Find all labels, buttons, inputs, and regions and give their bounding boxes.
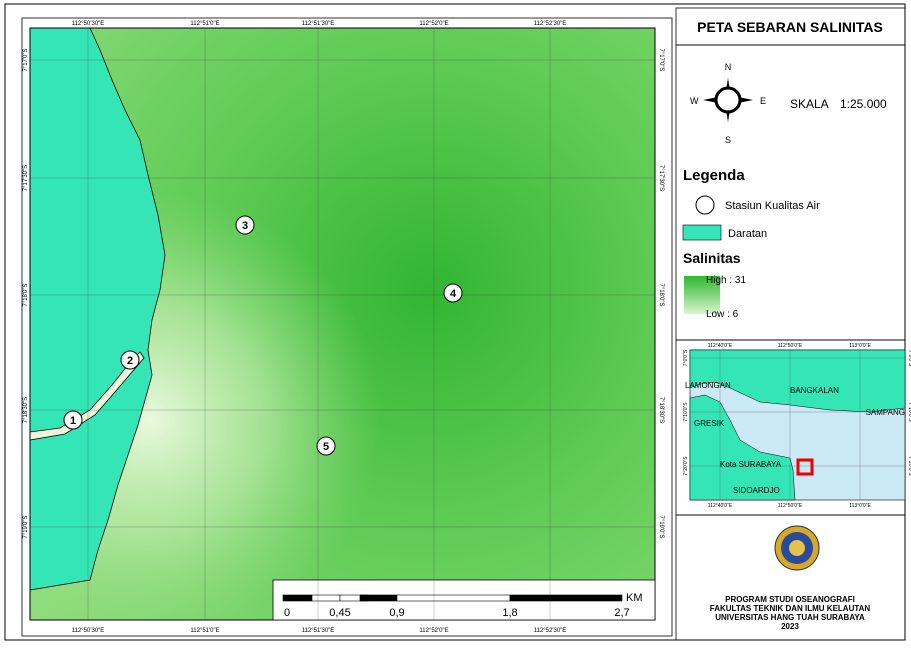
- coord-label-top: 112°52'30"E: [534, 21, 567, 27]
- inset-label-top: 112°40'0"E: [708, 343, 733, 349]
- inset-label-bottom: 112°40'0"E: [708, 503, 733, 509]
- coord-label-right: 7°18'30"S: [658, 397, 664, 423]
- legend-station-symbol: [695, 195, 715, 215]
- station-label: 5: [323, 441, 329, 453]
- station-label: 2: [127, 355, 133, 367]
- scale-bar-label: 0,9: [389, 607, 404, 619]
- coord-label-left: 7°17'30"S: [23, 165, 29, 191]
- scale-bar-label: 2,7: [614, 607, 629, 619]
- scale-seg: [359, 594, 398, 602]
- inset-label-left: 7°0'0"S: [683, 349, 689, 366]
- station-marker: [316, 436, 336, 456]
- scale-bar-label: 1,8: [502, 607, 517, 619]
- scale-bar-label: 0: [284, 607, 290, 619]
- station-marker: [63, 410, 83, 430]
- inset-label-top: 113°0'0"E: [849, 343, 871, 349]
- title: PETA SEBARAN SALINITAS: [697, 19, 883, 35]
- logo: [774, 525, 820, 571]
- salinity-high: High : 31: [706, 275, 746, 286]
- coord-label-bottom: 112°50'30"E: [72, 628, 105, 634]
- inset-label-bottom: 113°0'0"E: [849, 503, 871, 509]
- place-label: BANGKALAN: [790, 386, 839, 395]
- inset-label-left: 7°20'0"S: [683, 456, 689, 476]
- place-label: SAMPANG: [866, 408, 905, 417]
- legend-land-symbol: [682, 224, 722, 241]
- footer-box: [675, 514, 906, 641]
- scale-label: SKALA: [790, 97, 829, 111]
- scale-bar-unit: KM: [626, 592, 643, 604]
- salinity-low: Low : 6: [706, 309, 739, 320]
- scale-seg: [311, 594, 341, 602]
- legend-item: Daratan: [728, 228, 767, 240]
- map-frame: [21, 17, 673, 637]
- legend-item: Stasiun Kualitas Air: [725, 200, 820, 212]
- coord-label-top: 112°52'0"E: [419, 21, 448, 27]
- coord-label-bottom: 112°52'30"E: [534, 628, 567, 634]
- coord-label-left: 7°19'0"S: [23, 515, 29, 538]
- footer-line: 2023: [781, 622, 799, 631]
- place-label: LAMONGAN: [685, 381, 731, 390]
- footer-line: PROGRAM STUDI OSEANOGRAFI: [725, 595, 855, 604]
- station-label: 4: [450, 288, 457, 300]
- coord-label-bottom: 112°51'30"E: [302, 628, 335, 634]
- compass-e: E: [760, 96, 766, 106]
- compass-s: S: [725, 135, 731, 145]
- legend-title: Legenda: [683, 167, 745, 184]
- inset-label-left: 7°10'0"S: [683, 402, 689, 422]
- scale-seg: [509, 594, 623, 602]
- salinity-title: Salinitas: [683, 250, 741, 266]
- coord-label-bottom: 112°51'0"E: [190, 628, 219, 634]
- scale-bar: [282, 594, 623, 602]
- compass: [703, 78, 753, 122]
- coord-label-right: 7°17'30"S: [658, 165, 664, 191]
- place-label: GRESIK: [694, 419, 725, 428]
- scale-value: 1:25.000: [840, 97, 887, 111]
- inset-label-right: 7°0'0"S: [907, 350, 911, 367]
- coord-label-top: 112°51'0"E: [190, 21, 219, 27]
- map-area: [29, 27, 656, 621]
- footer-line: FAKULTAS TEKNIK DAN ILMU KELAUTAN: [710, 604, 871, 613]
- coord-label-left: 7°17'0"S: [23, 48, 29, 71]
- inset-label-right: 7°20'0"S: [907, 456, 911, 476]
- scale-seg: [396, 594, 511, 602]
- footer-line: UNIVERSITAS HANG TUAH SURABAYA: [715, 613, 865, 622]
- station-label: 3: [242, 220, 248, 232]
- inset-label-right: 7°10'0"S: [907, 402, 911, 422]
- compass-n: N: [725, 62, 732, 72]
- coord-label-right: 7°18'0"S: [658, 283, 664, 306]
- station-marker: [235, 215, 255, 235]
- salinity-ramp: [684, 276, 720, 314]
- station-label: 1: [70, 415, 76, 427]
- station-marker: [120, 350, 140, 370]
- coord-label-top: 112°51'30"E: [302, 21, 335, 27]
- inset-map: [689, 349, 906, 501]
- coord-label-left: 7°18'30"S: [23, 397, 29, 423]
- land: [29, 27, 166, 591]
- coord-label-right: 7°17'0"S: [658, 48, 664, 71]
- coord-label-top: 112°50'30"E: [72, 21, 105, 27]
- inset-label-bottom: 112°50'0"E: [778, 503, 803, 509]
- place-label: Kota SURABAYA: [720, 460, 782, 469]
- scale-seg: [282, 594, 313, 602]
- coord-label-bottom: 112°52'0"E: [419, 628, 448, 634]
- inset-label-top: 112°50'0"E: [778, 343, 803, 349]
- compass-w: W: [690, 96, 699, 106]
- coord-label-left: 7°18'0"S: [23, 283, 29, 306]
- place-label: SIDOARDJO: [733, 486, 780, 495]
- coord-label-right: 7°19'0"S: [658, 515, 664, 538]
- scale-bar-label: 0,45: [329, 607, 350, 619]
- station-marker: [443, 283, 463, 303]
